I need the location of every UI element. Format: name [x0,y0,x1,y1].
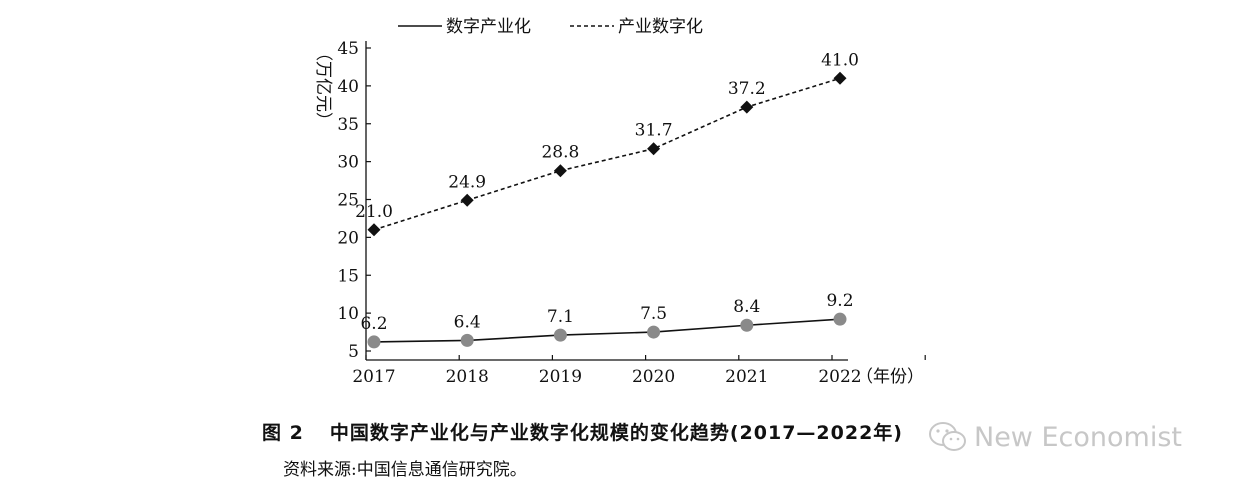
data-label: 6.4 [454,312,481,332]
data-label: 6.2 [360,314,387,334]
legend: 数字产业化 产业数字化 [398,17,703,37]
data-point [647,325,661,339]
y-tick-label: 10 [337,304,359,324]
data-point [460,333,474,347]
y-tick-label: 25 [337,191,359,211]
x-tick-label: 2018 [446,367,489,387]
data-label: 21.0 [355,202,393,222]
data-label: 28.8 [541,143,579,163]
series-line [373,318,841,343]
data-point [553,328,567,342]
y-axis-ticks: 5 10 15 20 25 30 35 40 45 [337,39,371,362]
data-label: 31.7 [635,121,673,141]
legend-label-digital-industrialization: 数字产业化 [446,17,531,37]
data-point [367,335,381,349]
data-label: 8.4 [733,297,760,317]
y-tick-label: 15 [337,266,359,286]
x-tick-label: 2022 [818,367,861,387]
data-point [367,223,381,237]
x-tick-label: 2021 [725,367,768,387]
y-tick-label: 30 [337,153,359,173]
series-layer: 6.2 6.4 7.1 7.5 8.4 9.2 21.0 24.9 28.8 31.7 37.2 41… [355,50,859,349]
watermark-text: New Economist [974,421,1182,453]
data-point [553,164,567,178]
figure-caption: 图 2 中国数字产业化与产业数字化规模的变化趋势(2017—2022年) [262,418,903,445]
data-source-note: 资料来源:中国信息通信研究院。 [283,460,527,480]
data-point [833,71,847,85]
data-label: 24.9 [448,172,486,192]
wechat-icon [929,422,966,451]
x-axis-unit-label: （年份） [856,367,924,387]
data-point [460,193,474,207]
data-label: 9.2 [826,291,853,311]
y-tick-label: 40 [337,77,359,97]
series-industrial-digitalization: 21.0 24.9 28.8 31.7 37.2 41.0 [355,50,859,237]
y-tick-label: 35 [337,115,359,135]
data-point [833,312,847,326]
y-tick-label: 45 [337,39,359,59]
x-tick-label: 2019 [539,367,582,387]
figure-number: 图 2 [262,422,304,444]
data-point [740,318,754,332]
x-tick-label: 2020 [632,367,675,387]
series-digital-industrialization: 6.2 6.4 7.1 7.5 8.4 9.2 [360,291,854,349]
watermark: New Economist [928,420,1182,454]
series-line [373,77,841,231]
y-tick-label: 5 [348,342,359,362]
data-label: 41.0 [821,50,859,70]
data-point [740,100,754,114]
data-point [647,142,661,156]
y-unit-text: （万亿元） [313,44,333,129]
y-tick-label: 20 [337,228,359,248]
data-label: 37.2 [728,79,766,99]
legend-label-industrial-digitalization: 产业数字化 [618,17,703,37]
x-axis-ticks: 2017 2018 2019 2020 2021 2022 [352,355,926,387]
x-tick-label: 2017 [352,367,395,387]
y-axis-unit-label: （万亿元） [313,44,333,129]
data-label: 7.1 [547,307,574,327]
data-label: 7.5 [640,304,667,324]
figure-title: 中国数字产业化与产业数字化规模的变化趋势(2017—2022年) [329,422,903,444]
